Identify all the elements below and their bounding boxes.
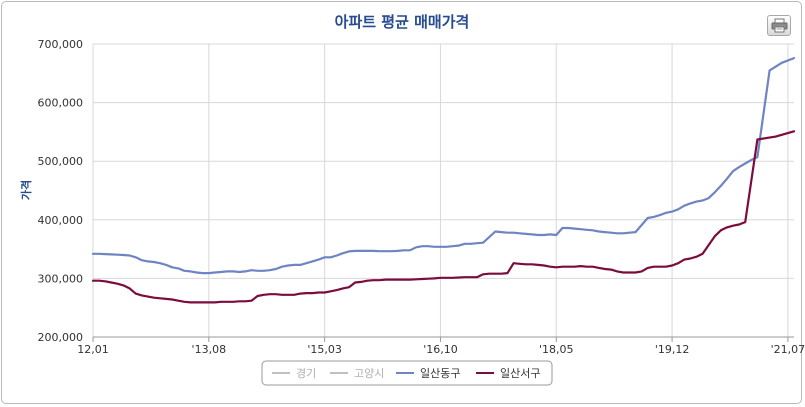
x-tick-label: 12,01 bbox=[77, 343, 109, 356]
x-tick-label: '13,08 bbox=[192, 343, 227, 356]
legend-label: 고양시 bbox=[354, 367, 384, 380]
y-tick-label: 200,000 bbox=[38, 331, 84, 344]
y-tick-label: 400,000 bbox=[38, 214, 84, 227]
y-tick-label: 600,000 bbox=[38, 97, 84, 110]
x-tick-label: '15,03 bbox=[307, 343, 342, 356]
printer-icon bbox=[771, 18, 788, 33]
y-axis-label: 가격 bbox=[19, 180, 33, 200]
print-button[interactable] bbox=[767, 15, 791, 36]
legend-item-고양시[interactable]: 고양시 bbox=[330, 367, 384, 380]
series-line-일산서구 bbox=[91, 130, 796, 304]
y-tick-label: 700,000 bbox=[38, 38, 84, 51]
legend-label: 일산동구 bbox=[420, 366, 460, 380]
x-tick-label: '16,10 bbox=[423, 343, 458, 356]
legend-item-일산서구[interactable]: 일산서구 bbox=[476, 366, 540, 380]
x-tick-label: '21,07 bbox=[771, 343, 805, 356]
legend-item-경기[interactable]: 경기 bbox=[272, 367, 316, 380]
x-tick-label: '18,05 bbox=[539, 343, 574, 356]
y-tick-label: 500,000 bbox=[38, 155, 84, 168]
legend-item-일산동구[interactable]: 일산동구 bbox=[396, 366, 460, 380]
legend-label: 일산서구 bbox=[500, 366, 540, 380]
series-line-일산동구 bbox=[91, 56, 796, 275]
chart-title: 아파트 평균 매매가격 bbox=[335, 13, 470, 31]
y-tick-label: 300,000 bbox=[38, 272, 84, 285]
x-tick-label: '19,12 bbox=[655, 343, 690, 356]
legend-label: 경기 bbox=[296, 367, 316, 380]
